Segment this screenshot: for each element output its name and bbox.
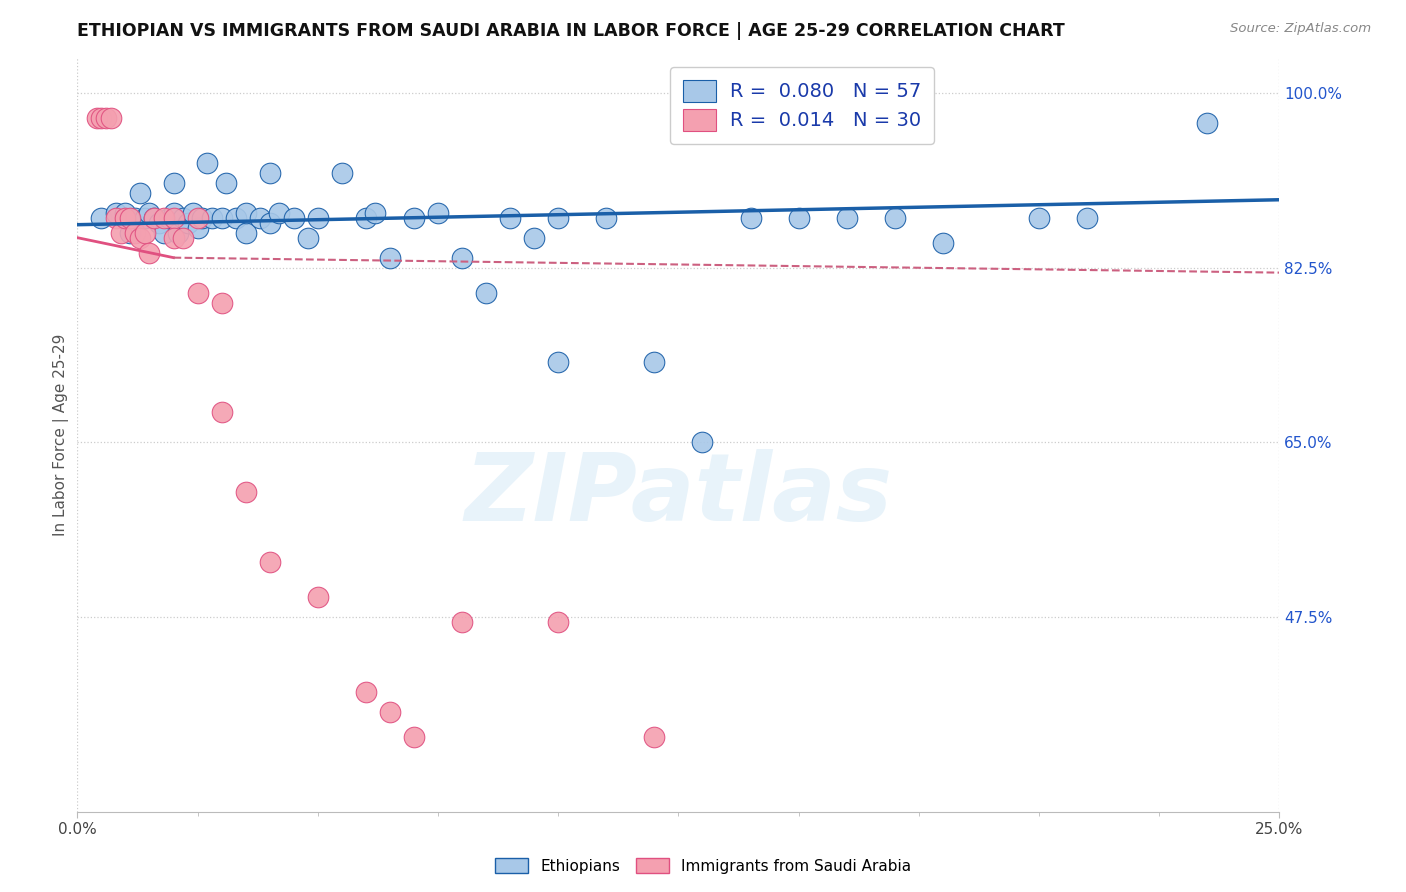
Point: [269, 205, 291, 219]
Point: [148, 216, 170, 230]
Point: [104, 211, 127, 225]
Point: [883, 211, 905, 225]
Point: [128, 230, 150, 244]
Point: [643, 355, 665, 369]
Point: [177, 216, 200, 230]
Point: [259, 216, 281, 230]
Point: [187, 285, 209, 300]
Point: [143, 211, 166, 225]
Point: [134, 211, 156, 225]
Point: [595, 211, 617, 225]
Point: [172, 211, 194, 225]
Point: [157, 211, 180, 225]
Point: [297, 230, 319, 244]
Point: [114, 205, 136, 219]
Point: [124, 226, 146, 240]
Point: [191, 211, 214, 225]
Point: [110, 226, 132, 240]
Point: [100, 111, 122, 125]
Y-axis label: In Labor Force | Age 25-29: In Labor Force | Age 25-29: [53, 334, 69, 536]
Point: [187, 211, 209, 225]
Point: [201, 211, 224, 225]
Point: [1076, 211, 1098, 225]
Point: [547, 355, 569, 369]
Point: [96, 111, 118, 125]
Point: [932, 235, 955, 250]
Point: [181, 205, 204, 219]
Point: [692, 435, 714, 450]
Point: [451, 615, 474, 629]
Point: [162, 176, 184, 190]
Point: [162, 205, 184, 219]
Point: [167, 226, 190, 240]
Point: [283, 211, 305, 225]
Point: [523, 230, 546, 244]
Point: [235, 485, 257, 500]
Point: [1028, 211, 1050, 225]
Point: [215, 176, 238, 190]
Point: [259, 166, 281, 180]
Point: [427, 205, 450, 219]
Point: [90, 211, 112, 225]
Point: [195, 156, 218, 170]
Text: ETHIOPIAN VS IMMIGRANTS FROM SAUDI ARABIA IN LABOR FORCE | AGE 25-29 CORRELATION: ETHIOPIAN VS IMMIGRANTS FROM SAUDI ARABI…: [77, 22, 1066, 40]
Point: [499, 211, 522, 225]
Point: [787, 211, 810, 225]
Point: [451, 251, 474, 265]
Point: [378, 251, 401, 265]
Point: [364, 205, 387, 219]
Point: [330, 166, 353, 180]
Point: [354, 211, 377, 225]
Point: [153, 211, 176, 225]
Point: [138, 205, 160, 219]
Point: [402, 730, 425, 744]
Point: [235, 226, 257, 240]
Point: [90, 111, 112, 125]
Point: [114, 211, 136, 225]
Point: [162, 230, 184, 244]
Point: [249, 211, 271, 225]
Point: [143, 211, 166, 225]
Legend: R =  0.080   N = 57, R =  0.014   N = 30: R = 0.080 N = 57, R = 0.014 N = 30: [671, 67, 934, 144]
Point: [740, 211, 762, 225]
Point: [225, 211, 247, 225]
Point: [120, 211, 142, 225]
Point: [835, 211, 858, 225]
Point: [104, 205, 127, 219]
Point: [153, 226, 176, 240]
Point: [547, 615, 569, 629]
Legend: Ethiopians, Immigrants from Saudi Arabia: Ethiopians, Immigrants from Saudi Arabia: [488, 852, 918, 880]
Point: [211, 405, 233, 419]
Point: [172, 230, 194, 244]
Text: ZIPatlas: ZIPatlas: [464, 450, 893, 541]
Point: [235, 205, 257, 219]
Point: [1197, 116, 1219, 130]
Point: [86, 111, 108, 125]
Point: [211, 211, 233, 225]
Point: [187, 220, 209, 235]
Point: [134, 226, 156, 240]
Point: [643, 730, 665, 744]
Point: [402, 211, 425, 225]
Point: [307, 590, 329, 604]
Point: [378, 705, 401, 719]
Point: [120, 226, 142, 240]
Point: [354, 685, 377, 699]
Point: [211, 295, 233, 310]
Point: [162, 211, 184, 225]
Point: [128, 186, 150, 200]
Point: [547, 211, 569, 225]
Point: [138, 245, 160, 260]
Point: [475, 285, 498, 300]
Point: [124, 211, 146, 225]
Point: [259, 555, 281, 569]
Text: Source: ZipAtlas.com: Source: ZipAtlas.com: [1230, 22, 1371, 36]
Point: [307, 211, 329, 225]
